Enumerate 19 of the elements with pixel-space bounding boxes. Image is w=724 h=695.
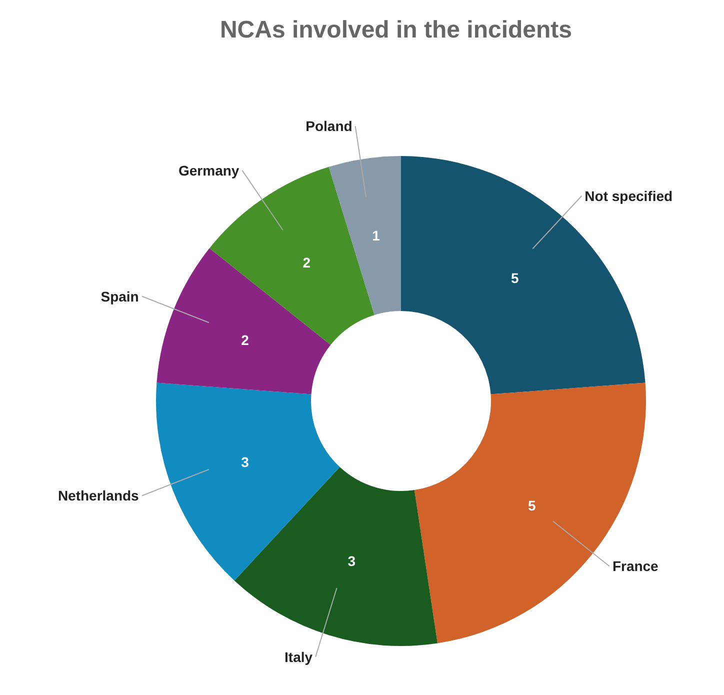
- donut-slice: [156, 248, 331, 394]
- data-label: 3: [241, 454, 250, 470]
- chart-title: NCAs involved in the incidents: [220, 16, 572, 44]
- slice-label: Not specified: [584, 188, 673, 204]
- donut-slice: [328, 156, 401, 315]
- data-label: 5: [511, 270, 520, 286]
- slice-label: Spain: [100, 288, 139, 304]
- data-label: 1: [372, 227, 380, 244]
- donut-slice: [156, 382, 340, 581]
- data-label: 2: [241, 332, 250, 348]
- slice-label: Poland: [306, 118, 352, 134]
- slice-label: Italy: [284, 648, 313, 665]
- data-label: 5: [528, 497, 536, 514]
- data-label: 3: [348, 553, 356, 570]
- slice-label: France: [612, 558, 659, 574]
- slice-label: Germany: [178, 162, 240, 178]
- slice-label: Netherlands: [58, 488, 140, 504]
- donut-slice: [234, 466, 438, 646]
- data-label: 2: [302, 254, 311, 271]
